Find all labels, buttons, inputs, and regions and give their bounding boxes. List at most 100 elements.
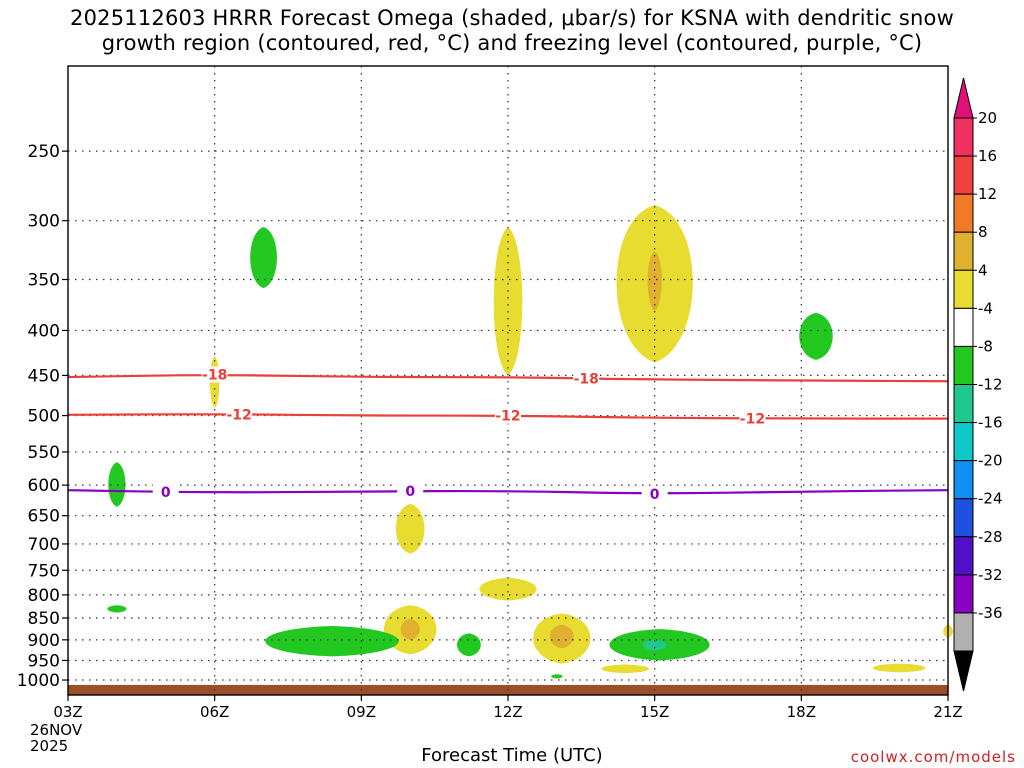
y-tick-label-550: 550 [28,443,60,463]
contour-label-0: 0 [650,487,660,503]
omega-shaded-regions [107,205,953,679]
contour-label-bg [573,370,600,387]
colorbar-swatch-5 [953,307,974,347]
colorbar-label-16: 16 [978,147,997,165]
site-credit[interactable]: coolwx.com/models [850,748,1016,766]
contour-label-bg [495,407,521,424]
colorbar-swatch-2 [953,193,974,233]
omega-region-10 [601,664,650,674]
x-tick-label-06Z: 06Z [200,703,229,721]
x-axis: 03Z 06Z 09Z 12Z 15Z 18Z 21Z [53,695,963,721]
contour-label--18: -18 [202,368,227,384]
y-tick-label-250: 250 [28,142,60,162]
omega-region-4 [395,503,425,554]
colorbar-swatch-3 [953,231,974,271]
omega-region-7 [400,618,420,640]
colorbar-label--12: -12 [978,376,1003,394]
colorbar-bottom-arrow [953,650,974,692]
title-line-1: 2025112603 HRRR Forecast Omega (shaded, … [70,6,954,30]
colorbar-label--4: -4 [978,299,993,317]
colorbar-label-8: 8 [978,223,988,241]
omega-region-2 [493,227,523,376]
colorbar-swatch-6 [953,345,974,385]
contour-label-bg [641,485,668,502]
y-tick-label-900: 900 [28,631,60,651]
omega-region-11 [872,663,926,673]
y-tick-label-700: 700 [28,535,60,555]
y-tick-label-1000: 1000 [17,671,60,691]
y-tick-label-400: 400 [28,321,60,341]
colorbar-label--32: -32 [978,566,1003,584]
contour-label-bg [739,410,766,427]
x-tick-label-03Z: 03Z [53,703,82,721]
omega-region-9 [549,624,574,649]
omega-region-17 [265,626,399,657]
colorbar-swatch-11 [953,536,974,576]
colorbar-top-arrow [953,77,974,119]
contour-line-0 [67,489,949,495]
colorbar-label-12: 12 [978,185,997,203]
start-date-label: 26NOV 2025 [30,722,82,754]
contour-label-bg [201,366,228,383]
x-tick-label-21Z: 21Z [933,703,962,721]
y-tick-label-650: 650 [28,507,60,527]
y-tick-label-800: 800 [28,586,60,606]
contour-label--12: -12 [226,407,251,423]
contour-label-0: 0 [161,485,171,501]
omega-region-5 [479,577,537,601]
colorbar-swatch-9 [953,460,974,500]
y-tick-label-500: 500 [28,407,60,427]
colorbar-label--20: -20 [978,452,1003,470]
x-tick-label-18Z: 18Z [787,703,816,721]
omega-colorbar: 20 16 12 8 4 -4 -8 -12 -16 -20 -24 -28 -32 -36 [953,77,1003,692]
start-date-day: 26NOV [30,721,83,739]
title-line-2: growth region (contoured, red, °C) and f… [101,31,923,55]
colorbar-swatch-7 [953,384,974,424]
contour-label--12: -12 [495,409,520,425]
contour-label-bg [226,406,253,423]
omega-region-18 [456,633,481,657]
x-tick-label-12Z: 12Z [493,703,522,721]
colorbar-label--8: -8 [978,337,993,355]
colorbar-swatch-1 [953,155,974,195]
omega-region-1 [647,251,662,311]
contour-label--18: -18 [574,371,599,387]
x-tick-label-09Z: 09Z [347,703,376,721]
y-tick-label-750: 750 [28,561,60,581]
contour-label-bg [152,483,179,500]
contour-label-0: 0 [405,484,415,500]
colorbar-swatch-12 [953,574,974,614]
colorbar-label-4: 4 [978,261,988,279]
colorbar-label--24: -24 [978,490,1003,508]
colorbar-swatch-8 [953,422,974,462]
omega-region-16 [107,605,127,613]
y-tick-label-350: 350 [28,271,60,291]
y-tick-label-450: 450 [28,366,60,386]
contour-line--18 [67,374,949,383]
omega-region-13 [250,227,277,289]
y-axis: 2503003504004505005506006507007508008509… [17,142,68,691]
colorbar-label--28: -28 [978,528,1003,546]
colorbar-swatch-4 [953,269,974,309]
omega-region-15 [108,462,126,507]
chart-title: 2025112603 HRRR Forecast Omega (shaded, … [0,6,1024,56]
colorbar-swatch-10 [953,498,974,538]
omega-region-20 [642,639,667,651]
y-tick-label-600: 600 [28,476,60,496]
temperature-contours: -18 -18 -12 -12 -12 0 0 0 [67,366,949,503]
x-axis-title: Forecast Time (UTC) [421,745,603,766]
start-date-year: 2025 [30,737,69,755]
colorbar-label--16: -16 [978,414,1003,432]
y-tick-label-300: 300 [28,212,60,232]
omega-region-14 [799,312,833,360]
x-tick-label-15Z: 15Z [640,703,669,721]
colorbar-swatch-13 [953,612,974,652]
colorbar-swatch-0 [953,117,974,157]
contour-label--12: -12 [740,411,765,427]
colorbar-label--36: -36 [978,604,1003,622]
contour-label-bg [397,483,424,500]
y-tick-label-850: 850 [28,609,60,629]
y-tick-label-950: 950 [28,651,60,671]
omega-region-21 [551,674,563,679]
